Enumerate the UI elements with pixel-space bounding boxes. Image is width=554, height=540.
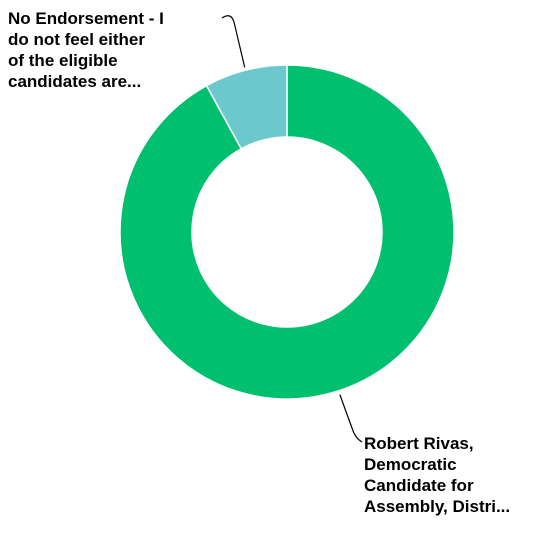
- leader-line-robert-rivas: [339, 394, 363, 443]
- slice-no-endorsement: [205, 64, 288, 150]
- leader-lines: [221, 15, 363, 443]
- slice-robert-rivas: [119, 64, 455, 400]
- leader-line-no-endorsement: [221, 15, 246, 68]
- slice-label-robert-rivas: Robert Rivas, Democratic Candidate for A…: [364, 434, 511, 516]
- donut-slices: [119, 64, 455, 400]
- slice-label-no-endorsement: No Endorsement - I do not feel either of…: [8, 9, 164, 91]
